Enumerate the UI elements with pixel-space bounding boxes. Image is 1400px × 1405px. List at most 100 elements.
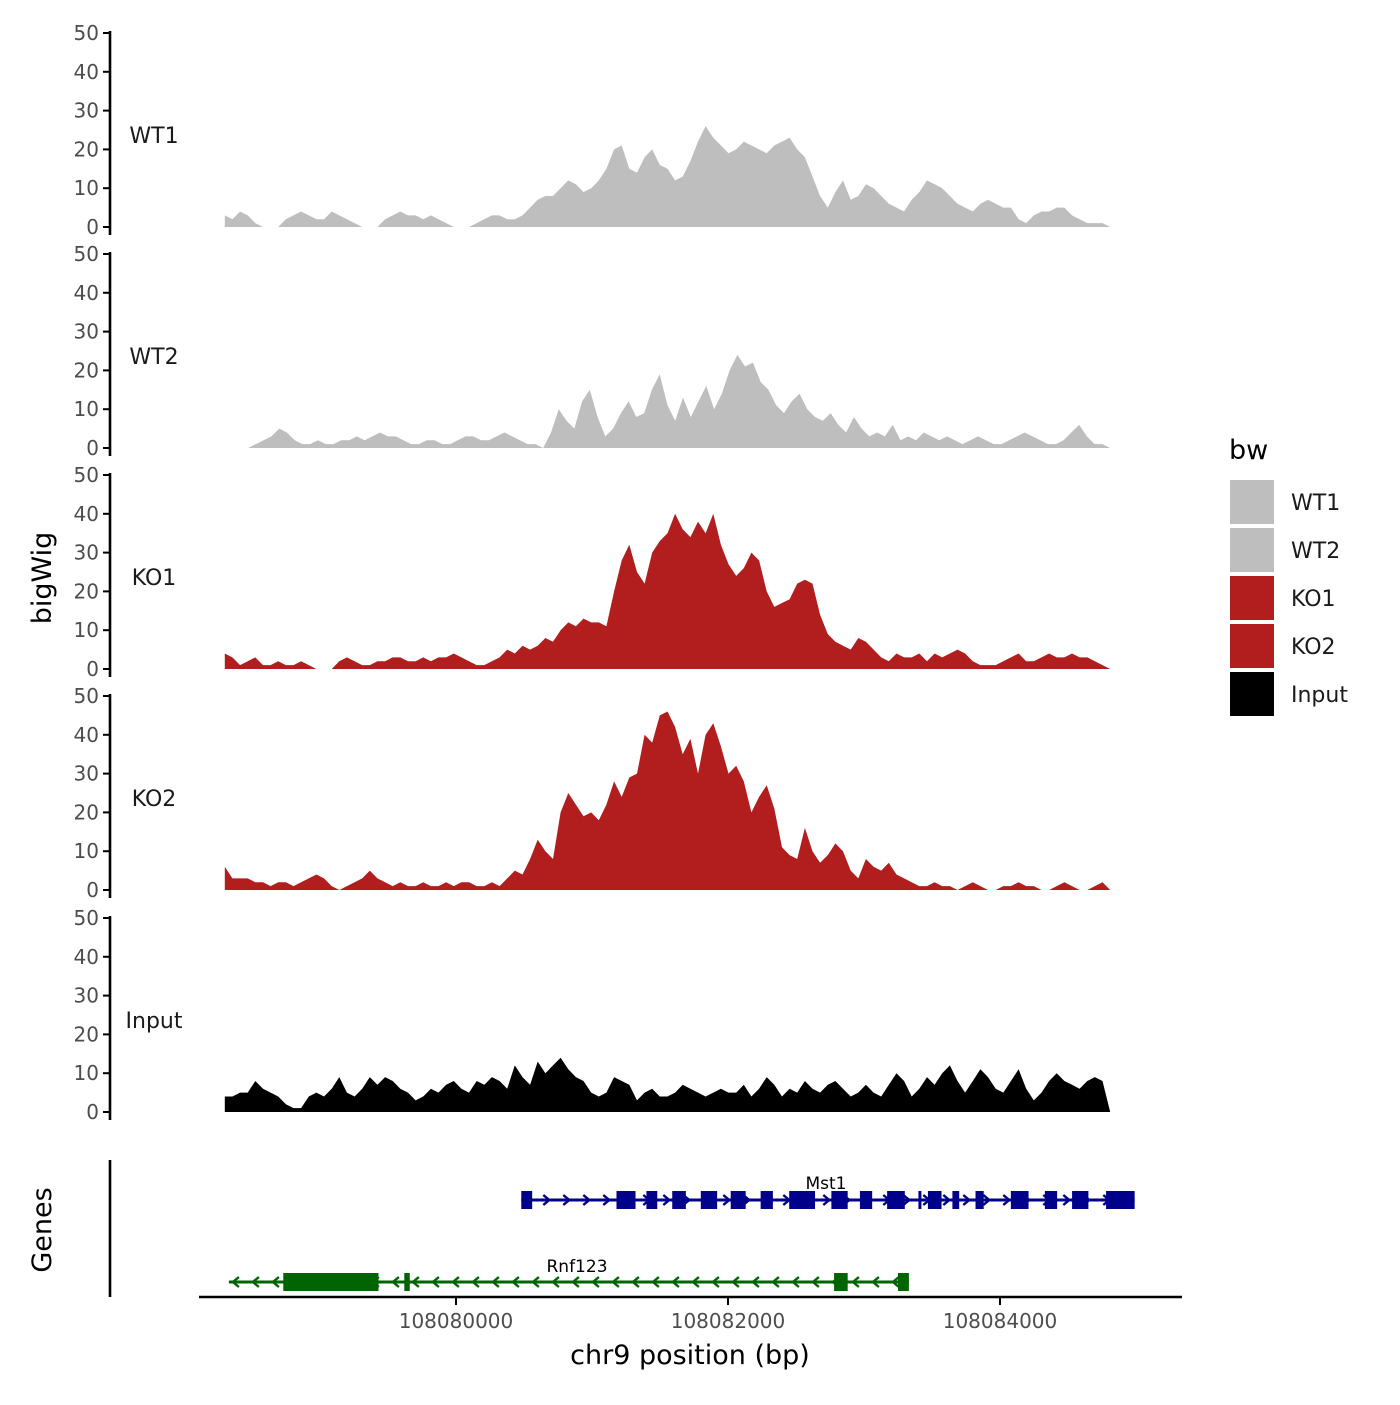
area-wt1: [224, 126, 1111, 227]
legend-swatch-ko1: [1230, 576, 1274, 620]
exon: [672, 1191, 686, 1209]
y-tick-label: 10: [74, 1061, 99, 1085]
legend-label-wt1: WT1: [1291, 491, 1340, 516]
y-tick-label: 10: [74, 176, 99, 200]
strand-arrow: [511, 1276, 520, 1288]
y-tick-label: 40: [74, 281, 99, 305]
strand-arrow: [491, 1276, 500, 1288]
y-tick-label: 50: [74, 684, 99, 708]
strand-arrow: [391, 1276, 400, 1288]
y-tick-label: 30: [74, 320, 99, 344]
y-tick-label: 10: [74, 618, 99, 642]
strand-arrow: [771, 1276, 780, 1288]
strand-arrow: [1002, 1194, 1012, 1206]
exon: [975, 1191, 984, 1209]
exon: [918, 1191, 922, 1209]
gene-label-mst1: Mst1: [805, 1174, 846, 1194]
y-tick-label: 40: [74, 502, 99, 526]
y-tick-label: 30: [74, 984, 99, 1008]
y-tick-label: 40: [74, 723, 99, 747]
signal-tracks: 0 10 20 30 40 50 WT1 0 10 20 30 40 50 WT2 0 10 20 30 40 50 K…: [74, 21, 1111, 1124]
strand-arrow: [982, 1194, 992, 1206]
y-tick-label: 20: [74, 800, 99, 824]
y-tick-label: 20: [74, 137, 99, 161]
strand-arrow: [542, 1194, 552, 1206]
strand-arrow: [662, 1194, 672, 1206]
legend-swatch-wt1: [1230, 480, 1274, 524]
strand-arrow: [871, 1276, 880, 1288]
legend-label-ko2: KO2: [1291, 635, 1336, 660]
strand-arrow: [1062, 1194, 1072, 1206]
track-label-wt2: WT2: [129, 345, 178, 370]
track-ko2: 0 10 20 30 40 50 KO2: [74, 684, 1111, 902]
x-tick-label: 108080000: [399, 1309, 514, 1333]
y-tick-label: 20: [74, 579, 99, 603]
exon: [1010, 1191, 1029, 1209]
exon: [927, 1191, 942, 1209]
strand-arrow: [822, 1194, 832, 1206]
strand-arrow: [942, 1194, 952, 1206]
strand-arrow: [231, 1276, 240, 1288]
y-axis-title: bigWig: [27, 532, 58, 625]
exon: [646, 1191, 658, 1209]
genes-axis-title: Genes: [27, 1187, 58, 1272]
strand-arrow: [722, 1194, 732, 1206]
y-tick-label: 0: [86, 657, 99, 681]
y-tick-label: 30: [74, 99, 99, 123]
strand-arrow: [551, 1276, 560, 1288]
y-tick-label: 20: [74, 358, 99, 382]
y-tick-label: 30: [74, 762, 99, 786]
strand-arrow: [902, 1194, 912, 1206]
exon: [283, 1273, 379, 1291]
exon: [898, 1273, 909, 1291]
strand-arrow: [571, 1276, 580, 1288]
strand-arrow: [451, 1276, 460, 1288]
strand-arrow: [711, 1276, 720, 1288]
exon: [1072, 1191, 1089, 1209]
exon: [789, 1191, 816, 1209]
exon: [616, 1191, 636, 1209]
exon: [834, 1273, 848, 1291]
gene-label-rnf123: Rnf123: [546, 1257, 607, 1277]
strand-arrow: [811, 1276, 820, 1288]
strand-arrow: [851, 1276, 860, 1288]
y-tick-label: 40: [74, 945, 99, 969]
strand-arrow: [411, 1276, 420, 1288]
strand-arrow: [691, 1276, 700, 1288]
track-label-ko1: KO1: [132, 566, 177, 591]
strand-arrow: [611, 1276, 620, 1288]
area-wt2: [224, 354, 1111, 448]
strand-arrow: [631, 1276, 640, 1288]
x-tick-label: 108082000: [671, 1309, 786, 1333]
gene-mst1: Mst1: [521, 1174, 1135, 1209]
strand-arrow: [431, 1276, 440, 1288]
exon: [404, 1273, 410, 1291]
gene-track: Mst1 Rnf123: [108, 1160, 1135, 1297]
strand-arrow: [271, 1276, 280, 1288]
y-tick-label: 40: [74, 60, 99, 84]
y-tick-label: 50: [74, 242, 99, 266]
exon: [952, 1191, 960, 1209]
strand-arrow: [562, 1194, 572, 1206]
track-label-ko2: KO2: [132, 787, 177, 812]
strand-arrow: [651, 1276, 660, 1288]
y-tick-label: 10: [74, 839, 99, 863]
strand-arrow: [891, 1276, 900, 1288]
strand-arrow: [251, 1276, 260, 1288]
strand-arrow: [471, 1276, 480, 1288]
exon: [730, 1191, 746, 1209]
legend-swatch-input: [1230, 672, 1274, 716]
y-tick-label: 10: [74, 397, 99, 421]
x-tick-label: 108084000: [943, 1309, 1058, 1333]
exon: [1106, 1191, 1135, 1209]
exon: [1044, 1191, 1058, 1209]
track-input: 0 10 20 30 40 50 Input: [74, 906, 1111, 1124]
legend: bw WT1 WT2 KO1 KO2 Input: [1229, 435, 1348, 716]
strand-arrow: [751, 1276, 760, 1288]
area-ko2: [224, 711, 1111, 890]
strand-arrow: [671, 1276, 680, 1288]
area-ko1: [224, 513, 1111, 669]
strand-arrow: [582, 1194, 592, 1206]
y-tick-label: 20: [74, 1022, 99, 1046]
